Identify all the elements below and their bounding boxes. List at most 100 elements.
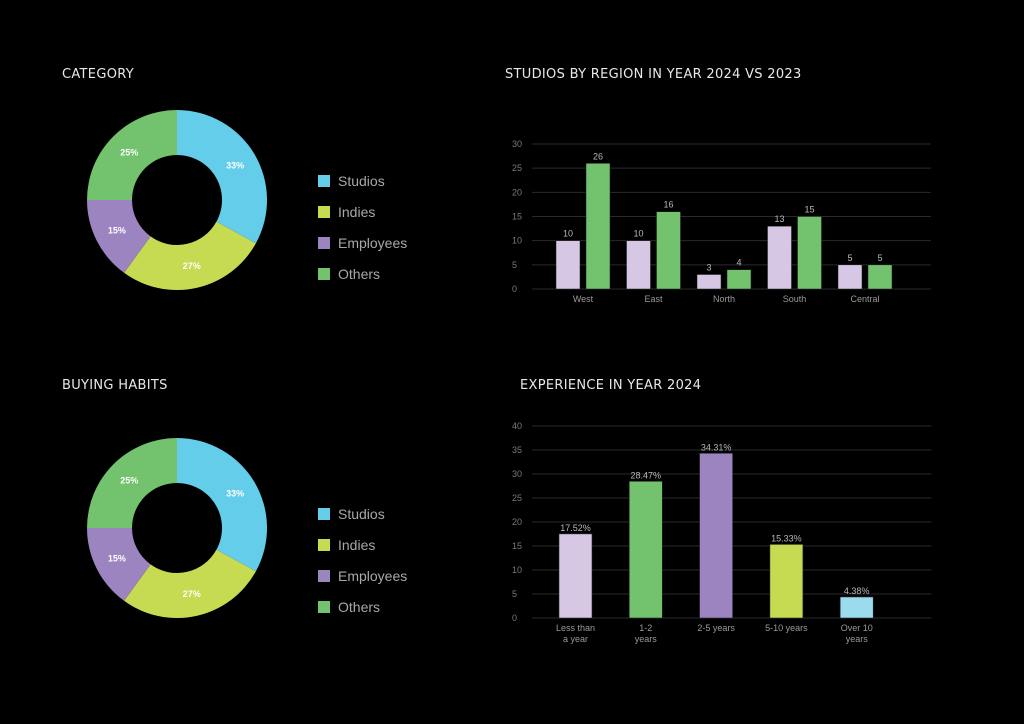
legend-item-others[interactable]: Others [318,599,380,615]
bar-value-label: 3 [706,263,711,273]
y-tick-label: 25 [512,163,522,173]
bar-value-label: 15.33% [771,533,802,543]
bar-central-2023[interactable] [837,264,863,290]
x-category-label: 2-5 years [697,623,735,633]
y-tick-label: 5 [512,589,517,599]
legend-label: Indies [338,537,376,553]
y-tick-label: 40 [512,421,522,431]
experience-bar[interactable] [769,544,804,619]
bar-value-label: 17.52% [560,523,591,533]
legend-label: Indies [338,204,376,220]
legend-label: Employees [338,235,408,251]
experience-bar[interactable] [699,453,733,619]
legend-swatch [318,268,330,280]
x-category-label: 5-10 years [765,623,808,633]
legend-item-studios[interactable]: Studios [318,506,385,522]
slice-label-indies: 27% [183,261,201,271]
legend-label: Others [338,266,381,282]
x-category-label: 1-2 [639,623,652,633]
category-title: CATEGORY [62,67,134,82]
donut-slice-indies[interactable] [124,221,256,290]
y-tick-label: 20 [512,517,522,527]
donut-slice-others[interactable] [87,438,177,528]
bar-south-2023[interactable] [767,225,792,290]
donut-slice-employees[interactable] [87,528,151,601]
legend-item-indies[interactable]: Indies [318,537,375,553]
y-tick-label: 0 [512,613,517,623]
y-tick-label: 10 [512,236,522,246]
x-category-label: years [635,634,658,644]
slice-label-studios: 33% [226,489,244,499]
y-tick-label: 20 [512,187,522,197]
y-tick-label: 10 [512,565,522,575]
bar-value-label: 16 [663,200,673,210]
y-tick-label: 15 [512,541,522,551]
bar-central-2024[interactable] [867,264,893,290]
x-category-label: Over 10 [841,623,873,633]
legend-item-studios[interactable]: Studios [318,173,385,189]
legend-swatch [318,508,330,520]
bar-value-label: 15 [804,205,814,215]
y-tick-label: 35 [512,445,522,455]
y-tick-label: 0 [512,284,517,294]
x-category-label: South [783,294,807,304]
bar-west-2023[interactable] [555,240,581,290]
legend-swatch [318,601,330,613]
x-category-label: East [644,294,663,304]
slice-label-employees: 15% [108,226,126,236]
y-tick-label: 25 [512,493,522,503]
legend-item-employees[interactable]: Employees [318,568,407,584]
legend-swatch [318,539,330,551]
x-category-label: Central [850,294,879,304]
legend-label: Others [338,599,381,615]
bar-west-2024[interactable] [585,163,611,290]
y-tick-label: 30 [512,469,522,479]
bar-east-2023[interactable] [626,240,651,290]
donut-slice-studios[interactable] [177,438,267,572]
studios-by-region-bar-chart: 0 5 10 15 20 25 30 10 26 West 10 16 East 3 4 North 13 15 S… [512,139,931,304]
legend-swatch [318,175,330,187]
donut-slice-employees[interactable] [87,200,151,273]
bar-north-2023[interactable] [696,274,722,290]
bar-north-2024[interactable] [726,269,752,290]
bar-value-label: 4 [736,258,741,268]
bar-value-label: 5 [877,253,882,263]
bar-value-label: 34.31% [701,442,732,452]
legend-swatch [318,237,330,249]
bar-value-label: 13 [774,214,784,224]
x-category-label: a year [563,634,588,644]
y-tick-label: 15 [512,212,522,222]
experience-bar[interactable] [839,596,874,619]
experience-bar[interactable] [628,481,663,619]
experience-bar[interactable] [558,533,593,619]
bar-value-label: 10 [563,229,573,239]
donut-slice-indies[interactable] [124,549,256,619]
slice-label-others: 25% [120,147,138,157]
donut-slice-studios[interactable] [177,110,267,244]
studios-by-region-title: STUDIOS BY REGION IN YEAR 2024 VS 2023 [505,67,802,82]
legend-swatch [318,206,330,218]
legend-swatch [318,570,330,582]
x-category-label: Less than [556,623,595,633]
legend-label: Studios [338,506,385,522]
slice-label-employees: 15% [108,554,126,564]
bar-south-2024[interactable] [797,216,822,290]
legend-item-indies[interactable]: Indies [318,204,375,220]
buying-habits-title: BUYING HABITS [62,378,168,393]
y-tick-label: 30 [512,139,522,149]
bar-value-label: 28.47% [631,470,662,480]
donut-slice-others[interactable] [87,110,177,200]
x-category-label: North [713,294,735,304]
legend-item-employees[interactable]: Employees [318,235,407,251]
slice-label-indies: 27% [183,589,201,599]
bar-value-label: 4.38% [844,586,870,596]
legend-label: Studios [338,173,385,189]
experience-title: EXPERIENCE IN YEAR 2024 [520,378,702,393]
category-donut-chart: 33% 27% 15% 25% [87,110,267,290]
slice-label-others: 25% [120,475,138,485]
bar-east-2024[interactable] [656,211,681,290]
legend-item-others[interactable]: Others [318,266,380,282]
slice-label-studios: 33% [226,161,244,171]
